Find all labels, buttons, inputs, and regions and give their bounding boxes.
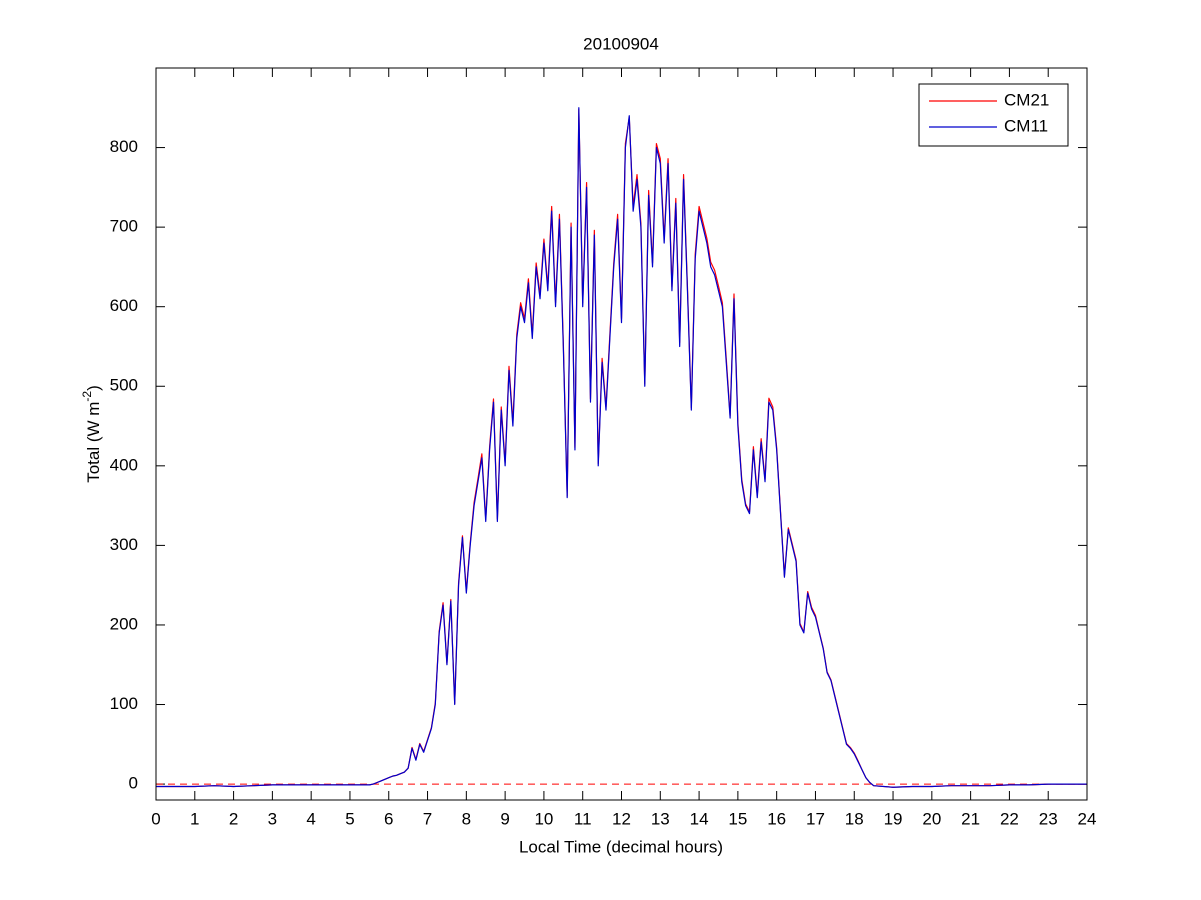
y-tick-label: 300 (110, 535, 138, 554)
y-label-superscript: -2 (80, 391, 94, 402)
x-tick-label: 17 (806, 809, 825, 828)
x-tick-label: 5 (345, 809, 354, 828)
y-tick-label: 700 (110, 217, 138, 236)
y-tick-label: 0 (129, 774, 138, 793)
x-tick-label: 2 (229, 809, 238, 828)
y-axis-label: Total (W m-2) (80, 385, 103, 483)
plot-frame (155, 67, 1088, 801)
x-tick-label: 24 (1078, 809, 1097, 828)
x-tick-label: 14 (690, 809, 709, 828)
x-tick-label: 4 (306, 809, 315, 828)
x-tick-label: 15 (728, 809, 747, 828)
x-tick-label: 3 (268, 809, 277, 828)
y-tick-label: 600 (110, 296, 138, 315)
y-tick-label: 400 (110, 455, 138, 474)
x-tick-label: 9 (500, 809, 509, 828)
y-tick-label: 800 (110, 137, 138, 156)
plot-area (156, 68, 1087, 800)
x-tick-label: 13 (651, 809, 670, 828)
x-tick-label: 21 (961, 809, 980, 828)
x-tick-label: 6 (384, 809, 393, 828)
x-tick-label: 0 (151, 809, 160, 828)
x-tick-label: 11 (574, 809, 592, 828)
x-tick-label: 7 (423, 809, 432, 828)
legend-box (918, 83, 1069, 147)
x-axis-label: Local Time (decimal hours) (519, 837, 723, 856)
x-tick-label: 20 (922, 809, 941, 828)
x-tick-label: 23 (1039, 809, 1058, 828)
legend-label: CM11 (1004, 116, 1048, 135)
y-tick-label: 500 (110, 376, 138, 395)
x-tick-label: 19 (884, 809, 903, 828)
y-label-end: ) (84, 385, 103, 391)
legend-label: CM21 (1004, 90, 1049, 109)
x-tick-label: 1 (190, 809, 199, 828)
x-tick-label: 16 (767, 809, 786, 828)
y-tick-label: 100 (110, 694, 138, 713)
series-line (156, 107, 1087, 788)
legend: CM21 CM11 (918, 83, 1069, 147)
x-tick-label: 18 (845, 809, 864, 828)
x-tick-label: 12 (612, 809, 631, 828)
x-tick-label: 22 (1000, 809, 1019, 828)
y-label-text: Total (W m (84, 402, 103, 483)
x-tick-label: 10 (534, 809, 553, 828)
chart-title: 20100904 (583, 34, 659, 53)
y-tick-label: 200 (110, 614, 138, 633)
x-tick-label: 8 (462, 809, 471, 828)
